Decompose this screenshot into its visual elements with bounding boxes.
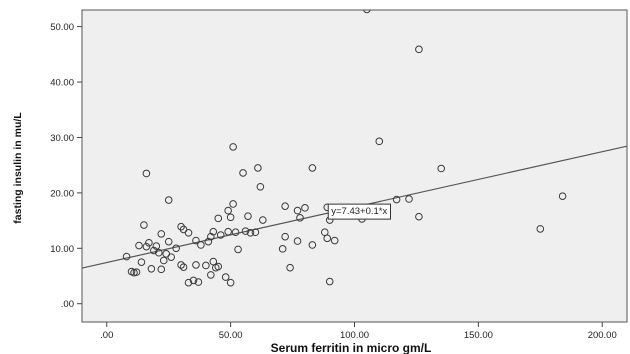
data-points bbox=[122, 10, 567, 287]
data-point bbox=[207, 271, 215, 279]
data-point bbox=[239, 169, 247, 177]
data-point bbox=[197, 241, 205, 249]
data-point bbox=[308, 241, 317, 249]
data-point bbox=[256, 182, 265, 191]
fit-label-group: y=7.43+0.1*x bbox=[327, 203, 391, 220]
data-point bbox=[246, 228, 255, 237]
data-point bbox=[194, 278, 203, 286]
data-point bbox=[122, 252, 131, 261]
data-point bbox=[296, 214, 304, 222]
data-point bbox=[152, 242, 161, 250]
y-tick-label: 20.00 bbox=[50, 188, 74, 199]
data-point bbox=[226, 278, 235, 287]
data-point bbox=[301, 204, 309, 212]
y-tick-label: .00 bbox=[61, 299, 74, 310]
data-point bbox=[184, 228, 193, 237]
y-tick-label: 50.00 bbox=[50, 22, 74, 33]
data-point bbox=[192, 261, 200, 269]
data-point bbox=[164, 196, 173, 204]
data-point bbox=[150, 246, 158, 255]
y-tick-label: 10.00 bbox=[50, 244, 74, 255]
data-point bbox=[167, 253, 175, 261]
data-point bbox=[278, 245, 287, 253]
data-point bbox=[293, 237, 302, 245]
data-point bbox=[437, 164, 446, 173]
y-tick-label: 40.00 bbox=[50, 78, 74, 89]
data-point bbox=[405, 195, 413, 203]
data-point bbox=[415, 212, 423, 221]
data-point bbox=[216, 231, 225, 239]
data-point bbox=[536, 225, 545, 233]
axis-ticks: .00 10.00 20.00 30.00 40.00 50.00 .00 50.00 100.… bbox=[50, 22, 617, 341]
fit-equation-box bbox=[327, 203, 391, 220]
data-point bbox=[363, 10, 371, 14]
data-point bbox=[251, 228, 260, 237]
data-point bbox=[308, 164, 317, 172]
data-point bbox=[157, 265, 166, 274]
data-point bbox=[209, 227, 218, 236]
x-tick-label: 100.00 bbox=[340, 330, 369, 341]
fit-equation-label: y=7.43+0.1*x bbox=[331, 206, 387, 217]
data-point bbox=[229, 143, 237, 151]
data-point bbox=[375, 137, 384, 146]
data-point bbox=[135, 241, 143, 250]
data-point bbox=[189, 276, 198, 285]
data-point bbox=[140, 221, 148, 229]
data-point bbox=[172, 244, 180, 253]
data-point bbox=[392, 195, 401, 204]
data-point bbox=[179, 263, 188, 271]
data-point bbox=[226, 213, 235, 222]
y-tick-label: 30.00 bbox=[50, 133, 74, 144]
x-tick-label: 50.00 bbox=[219, 330, 243, 341]
data-point bbox=[177, 261, 185, 269]
x-tick-label: .00 bbox=[100, 330, 113, 341]
data-point bbox=[184, 278, 193, 287]
y-axis-title: fasting insulin in mu/L bbox=[12, 112, 24, 224]
data-point bbox=[231, 228, 240, 237]
x-axis-title: Serum ferritin in micro gm/L bbox=[271, 341, 432, 354]
data-point bbox=[192, 236, 200, 245]
data-point bbox=[558, 192, 567, 201]
data-point bbox=[159, 256, 168, 265]
data-point bbox=[147, 264, 156, 273]
data-point bbox=[202, 261, 210, 270]
data-point bbox=[221, 273, 230, 281]
data-point bbox=[137, 258, 146, 266]
data-point bbox=[286, 263, 294, 272]
data-point bbox=[244, 212, 252, 220]
data-point bbox=[164, 237, 173, 246]
data-point bbox=[293, 206, 302, 215]
data-point bbox=[154, 248, 163, 257]
data-point bbox=[234, 245, 242, 254]
data-point bbox=[325, 277, 334, 286]
data-point bbox=[224, 227, 232, 236]
data-point bbox=[145, 238, 153, 247]
data-point bbox=[142, 242, 151, 251]
data-point bbox=[157, 230, 166, 238]
data-point bbox=[214, 262, 223, 271]
data-point bbox=[254, 164, 262, 172]
x-tick-label: 150.00 bbox=[464, 330, 493, 341]
plot-area bbox=[81, 9, 628, 323]
data-point bbox=[224, 206, 232, 215]
data-point bbox=[132, 268, 141, 276]
data-point bbox=[281, 202, 289, 210]
data-point bbox=[241, 227, 250, 235]
x-tick-label: 200.00 bbox=[588, 330, 617, 341]
data-point bbox=[330, 236, 339, 245]
data-point bbox=[142, 169, 151, 178]
data-point bbox=[415, 45, 423, 54]
data-point bbox=[229, 200, 237, 208]
data-point bbox=[323, 234, 332, 243]
data-point bbox=[281, 232, 289, 241]
data-point bbox=[214, 214, 223, 223]
data-point bbox=[259, 216, 267, 224]
